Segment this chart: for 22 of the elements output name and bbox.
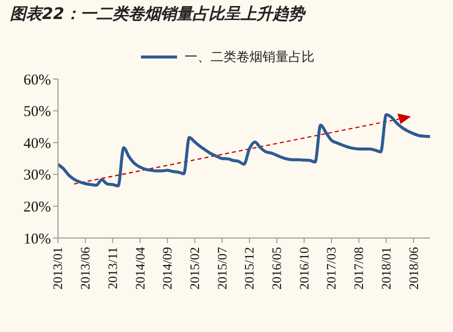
- y-tick-label: 60%: [24, 72, 51, 88]
- x-tick-label: 2015/12: [242, 247, 257, 290]
- x-tick-label: 2013/06: [78, 246, 93, 290]
- x-tick-label: 2016/10: [296, 247, 312, 290]
- x-tick-label: 2018/01: [378, 247, 394, 290]
- y-tick-label: 20%: [24, 200, 51, 216]
- y-tick-label: 30%: [24, 168, 51, 184]
- y-tick-label: 10%: [24, 231, 51, 248]
- x-tick-label: 2014/09: [160, 247, 175, 290]
- x-tick-label: 2018/06: [406, 246, 421, 290]
- x-tick-label: 2015/07: [214, 246, 230, 290]
- x-tick-label: 2017/08: [351, 247, 366, 290]
- x-tick-label: 2014/04: [132, 246, 148, 290]
- x-tick-label: 2016/05: [269, 247, 284, 290]
- y-tick-label: 50%: [24, 104, 51, 120]
- x-tick-label: 2013/11: [104, 247, 120, 290]
- legend-label: 一、二类卷烟销量占比: [184, 49, 314, 66]
- x-tick-label: 2015/02: [186, 247, 202, 290]
- chart-title: 图表22：一二类卷烟销量占比呈上升趋势: [10, 4, 304, 25]
- y-tick-label: 40%: [24, 136, 51, 152]
- x-tick-label: 2017/03: [324, 247, 339, 290]
- x-tick-label: 2013/01: [50, 247, 66, 290]
